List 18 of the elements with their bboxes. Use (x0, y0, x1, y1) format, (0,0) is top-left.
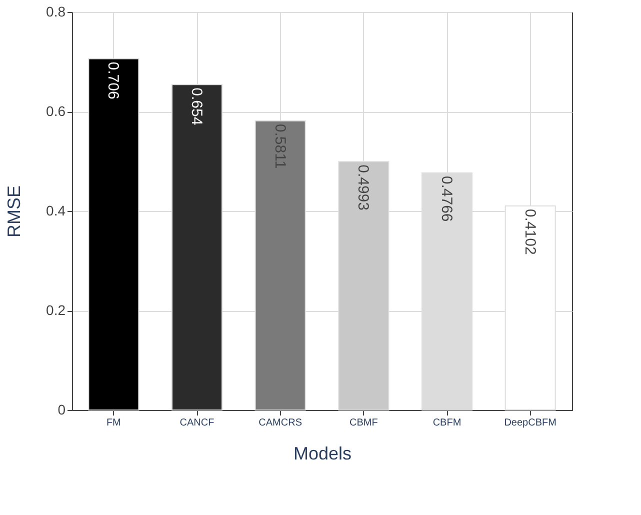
x-tick-label: CBFM (432, 418, 462, 428)
y-tick-label: 0.6 (46, 103, 66, 119)
y-tick-label: 0.8 (46, 4, 66, 20)
x-tick-label: FM (106, 418, 121, 428)
y-axis-title: RMSE (4, 185, 24, 238)
y-tick-label: 0.4 (46, 202, 66, 218)
x-tick-label: CAMCRS (258, 418, 302, 428)
x-axis-title: Models (293, 444, 352, 464)
data-label: 0.4993 (354, 164, 372, 210)
y-tick-label: 0 (58, 402, 66, 418)
data-label: 0.654 (188, 88, 205, 126)
data-label: 0.4766 (438, 176, 455, 222)
data-label: 0.4102 (521, 208, 538, 255)
x-tick-label: DeepCBFM (504, 418, 556, 428)
x-tick-label: CBMF (349, 418, 378, 428)
y-tick-label: 0.2 (46, 302, 66, 318)
data-label: 0.706 (104, 62, 122, 100)
x-tick-label: CANCF (180, 418, 214, 428)
